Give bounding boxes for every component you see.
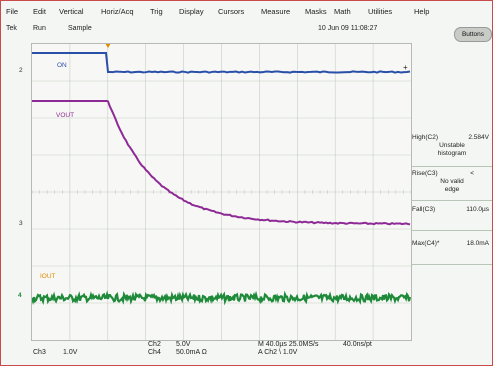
ch2-scale[interactable]: 5.0V xyxy=(176,341,191,348)
measurement-high[interactable]: High(C2) 2.584V Unstable histogram xyxy=(412,134,492,167)
brand-label: Tek xyxy=(6,25,17,32)
meas-label: High(C2) xyxy=(412,134,439,141)
menu-measure[interactable]: Measure xyxy=(261,7,291,16)
meas-label: Max(C4)* xyxy=(412,240,440,247)
trigger-level-marker: + xyxy=(403,63,408,72)
meas-note: histogram xyxy=(437,150,467,157)
ch3-marker[interactable]: 3 xyxy=(19,220,23,227)
menu-vertical[interactable]: Vertical xyxy=(59,7,84,16)
ch4-scale[interactable]: 50.0mA Ω xyxy=(176,349,207,356)
on-label: ON xyxy=(57,62,67,69)
menu-utilities[interactable]: Utilities xyxy=(368,7,393,16)
waveform-svg: + xyxy=(32,44,411,340)
meas-label: Fall(C3) xyxy=(412,206,436,213)
menu-masks[interactable]: Masks xyxy=(305,7,327,16)
ch2-marker[interactable]: 2 xyxy=(19,67,23,74)
graticule xyxy=(32,44,411,340)
meas-label: Rise(C3) xyxy=(412,170,438,177)
meas-note: No valid xyxy=(440,178,464,185)
ch3-label[interactable]: Ch3 xyxy=(33,349,46,356)
meas-value: 18.0mA xyxy=(466,240,489,247)
acq-mode: Sample xyxy=(68,25,92,32)
menu-file[interactable]: File xyxy=(6,7,19,16)
menu-edit[interactable]: Edit xyxy=(33,7,46,16)
buttons-toggle-button[interactable]: Buttons xyxy=(454,27,492,42)
channel-readout-bar: Ch3 1.0V Ch2 5.0V Ch4 50.0mA Ω M 40.0µs … xyxy=(0,340,493,364)
ch3-scale[interactable]: 1.0V xyxy=(63,349,78,356)
menu-horiz-acq[interactable]: Horiz/Acq xyxy=(101,7,134,16)
run-status: Run xyxy=(33,25,46,32)
ch2-waveform xyxy=(32,52,411,74)
measurement-rise[interactable]: Rise(C3) < No valid edge xyxy=(412,170,492,201)
timebase-readout[interactable]: M 40.0µs 25.0MS/s xyxy=(258,341,319,348)
menu-trig[interactable]: Trig xyxy=(150,7,163,16)
record-length[interactable]: 40.0ns/pt xyxy=(343,341,372,348)
measurement-fall[interactable]: Fall(C3) 110.0µs xyxy=(412,206,492,231)
status-bar: Tek Run Sample 10 Jun 09 11:08:27 xyxy=(0,22,493,36)
iout-label: IOUT xyxy=(40,273,56,280)
waveform-display[interactable]: + ON VOUT IOUT xyxy=(31,43,412,341)
meas-note: Unstable xyxy=(439,142,465,149)
menu-help[interactable]: Help xyxy=(414,7,430,16)
meas-value: 110.0µs xyxy=(466,206,489,213)
meas-value: 2.584V xyxy=(468,134,489,141)
menu-display[interactable]: Display xyxy=(179,7,204,16)
meas-value: < xyxy=(470,170,474,177)
ch4-marker[interactable]: 4 xyxy=(18,292,22,299)
menu-cursors[interactable]: Cursors xyxy=(218,7,245,16)
ch2-label[interactable]: Ch2 xyxy=(148,341,161,348)
ch3-waveform xyxy=(32,100,411,226)
measurement-max[interactable]: Max(C4)* 18.0mA xyxy=(412,240,492,265)
ch4-label[interactable]: Ch4 xyxy=(148,349,161,356)
datetime: 10 Jun 09 11:08:27 xyxy=(318,25,378,32)
menu-math[interactable]: Math xyxy=(334,7,351,16)
meas-note: edge xyxy=(444,186,460,193)
vout-label: VOUT xyxy=(56,112,75,119)
ch4-waveform xyxy=(32,290,411,306)
trigger-position-marker xyxy=(105,44,111,48)
trigger-readout[interactable]: A Ch2 \ 1.0V xyxy=(258,349,298,356)
